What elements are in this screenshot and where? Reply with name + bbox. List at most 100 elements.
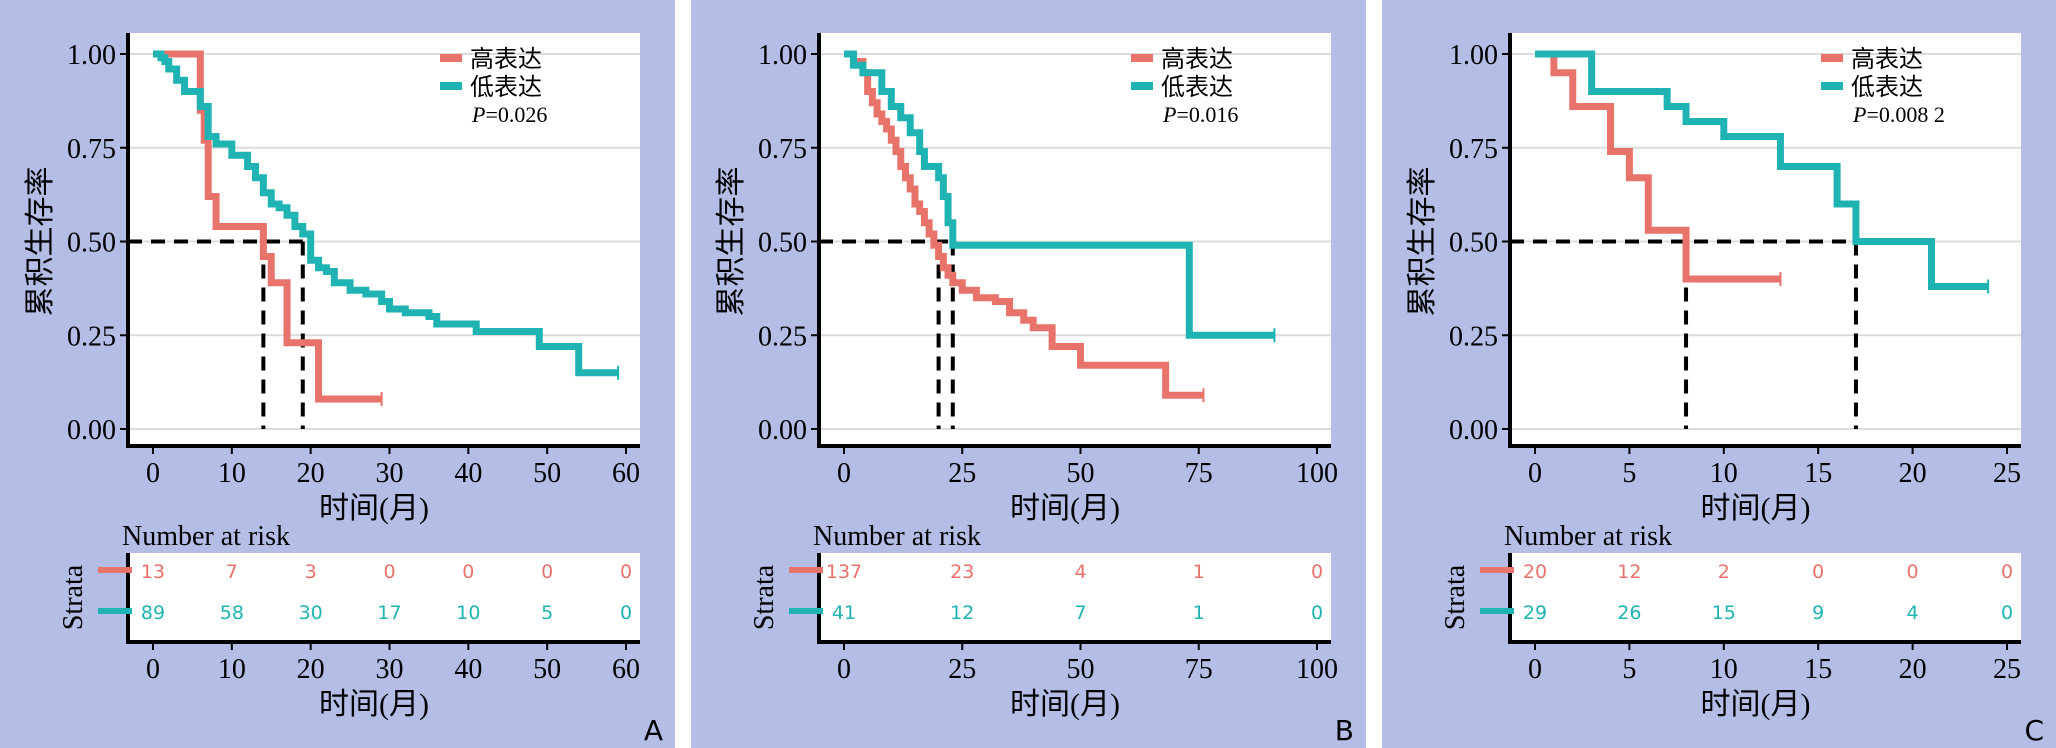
y-axis-label: 累积生存率 xyxy=(715,167,748,317)
risk-count: 5 xyxy=(541,602,553,624)
y-tick-label: 0.00 xyxy=(1449,415,1498,446)
risk-count: 15 xyxy=(1712,602,1736,624)
risk-count: 12 xyxy=(1617,561,1641,583)
survival-curve-series-0 xyxy=(1535,50,1781,283)
risk-x-tick-label: 20 xyxy=(297,654,325,685)
x-tick-label: 50 xyxy=(1067,458,1095,489)
risk-count: 0 xyxy=(1311,602,1323,624)
p-value-prefix: P xyxy=(471,102,485,127)
legend-label: 高表达 xyxy=(1161,46,1233,73)
risk-count: 137 xyxy=(826,561,862,583)
risk-x-tick-label: 15 xyxy=(1804,654,1832,685)
x-tick-label: 20 xyxy=(297,458,325,489)
y-tick-label: 1.00 xyxy=(758,40,807,71)
x-tick-label: 75 xyxy=(1185,458,1213,489)
p-value-text: =0.016 xyxy=(1176,102,1238,127)
survival-curve-series-1 xyxy=(153,50,619,377)
survival-curve-series-1 xyxy=(844,50,1275,339)
x-tick-label: 5 xyxy=(1622,458,1636,489)
risk-count: 0 xyxy=(1311,561,1323,583)
strata-label: Strata xyxy=(58,564,89,630)
x-tick-label: 0 xyxy=(1528,458,1542,489)
panel-a: 0.00 0.25 0.50 0.75 1.00 0 10 20 30 40 50 60 时间(月) 累积… xyxy=(0,0,675,748)
risk-count: 0 xyxy=(2001,602,2013,624)
risk-count: 9 xyxy=(1812,602,1824,624)
risk-x-tick-label: 10 xyxy=(1710,654,1738,685)
legend-label: 低表达 xyxy=(470,74,542,101)
y-tick-label: 1.00 xyxy=(67,40,116,71)
risk-count: 0 xyxy=(1812,561,1824,583)
y-tick-label: 0.75 xyxy=(1449,134,1498,165)
x-tick-label: 0 xyxy=(837,458,851,489)
panel-label: C xyxy=(2024,714,2044,747)
risk-x-axis-label: 时间(月) xyxy=(1010,688,1120,721)
risk-x-tick-label: 0 xyxy=(1528,654,1542,685)
risk-count: 4 xyxy=(1907,602,1919,624)
risk-count: 2 xyxy=(1718,561,1730,583)
legend-label: 高表达 xyxy=(470,46,542,73)
x-tick-label: 40 xyxy=(454,458,482,489)
y-tick-label: 0.50 xyxy=(67,228,116,259)
x-tick-label: 50 xyxy=(533,458,561,489)
y-tick-label: 0.25 xyxy=(758,321,807,352)
risk-count: 26 xyxy=(1617,602,1641,624)
x-tick-label: 10 xyxy=(218,458,246,489)
risk-count: 4 xyxy=(1074,561,1086,583)
legend-label: 低表达 xyxy=(1161,74,1233,101)
risk-x-tick-label: 100 xyxy=(1296,654,1338,685)
x-axis-label: 时间(月) xyxy=(1701,492,1811,525)
panel-label: B xyxy=(1335,714,1354,747)
risk-count: 0 xyxy=(541,561,553,583)
risk-count: 41 xyxy=(832,602,856,624)
p-value: P=0.016 xyxy=(1162,102,1238,127)
y-tick-label: 0.50 xyxy=(1449,228,1498,259)
p-value-text: =0.008 2 xyxy=(1866,102,1944,127)
p-value-prefix: P xyxy=(1162,102,1176,127)
x-tick-label: 0 xyxy=(146,458,160,489)
risk-count: 7 xyxy=(1074,602,1086,624)
risk-x-axis-label: 时间(月) xyxy=(319,688,429,721)
x-axis-label: 时间(月) xyxy=(319,492,429,525)
risk-x-tick-label: 10 xyxy=(218,654,246,685)
risk-count: 0 xyxy=(383,561,395,583)
y-tick-label: 0.00 xyxy=(758,415,807,446)
survival-curve-series-0 xyxy=(844,50,1204,399)
km-chart-b: 0.000.250.500.751.000 25 50 75 100时间(月)累积生存率… xyxy=(715,33,1354,747)
y-axis-label: 累积生存率 xyxy=(24,167,57,317)
risk-count: 89 xyxy=(141,602,165,624)
risk-count: 0 xyxy=(1907,561,1919,583)
risk-count: 1 xyxy=(1193,602,1205,624)
x-tick-label: 60 xyxy=(612,458,640,489)
risk-x-axis-label: 时间(月) xyxy=(1701,688,1811,721)
risk-table-title: Number at risk xyxy=(122,521,290,552)
risk-x-tick-label: 25 xyxy=(1993,654,2021,685)
y-tick-label: 0.75 xyxy=(67,134,116,165)
p-value-text: =0.026 xyxy=(485,102,547,127)
risk-count: 20 xyxy=(1523,561,1547,583)
p-value: P=0.026 xyxy=(471,102,547,127)
strata-label: Strata xyxy=(1440,564,1471,630)
risk-x-tick-label: 50 xyxy=(533,654,561,685)
survival-curve-series-0 xyxy=(153,50,382,403)
risk-x-tick-label: 30 xyxy=(376,654,404,685)
x-tick-label: 20 xyxy=(1899,458,1927,489)
risk-count: 0 xyxy=(620,602,632,624)
y-tick-label: 0.75 xyxy=(758,134,807,165)
x-tick-label: 15 xyxy=(1804,458,1832,489)
risk-count: 17 xyxy=(377,602,401,624)
risk-x-tick-label: 0 xyxy=(146,654,160,685)
risk-x-tick-label: 60 xyxy=(612,654,640,685)
risk-x-tick-label: 5 xyxy=(1622,654,1636,685)
risk-count: 1 xyxy=(1193,561,1205,583)
y-tick-label: 0.25 xyxy=(1449,321,1498,352)
x-tick-label: 10 xyxy=(1710,458,1738,489)
risk-count: 13 xyxy=(141,561,165,583)
x-tick-label: 25 xyxy=(1993,458,2021,489)
y-tick-label: 1.00 xyxy=(1449,40,1498,71)
risk-count: 10 xyxy=(456,602,480,624)
plot-area xyxy=(128,33,640,446)
risk-count: 0 xyxy=(2001,561,2013,583)
risk-count: 0 xyxy=(620,561,632,583)
survival-curve-series-1 xyxy=(1535,50,1989,290)
risk-x-tick-label: 40 xyxy=(454,654,482,685)
